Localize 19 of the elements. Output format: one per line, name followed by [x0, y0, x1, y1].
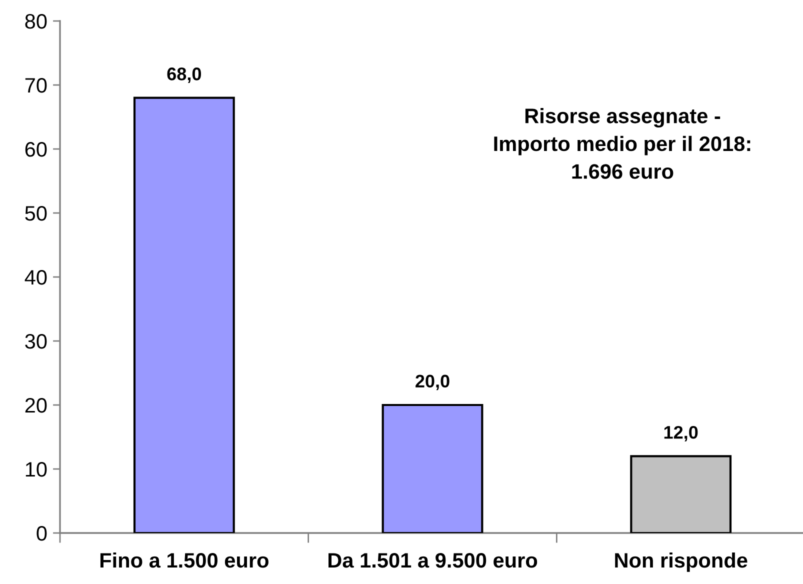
- y-tick-label: 10: [26, 462, 47, 477]
- x-tick-label: Non risponde: [615, 552, 748, 572]
- annotation: Risorse assegnate - Importo medio per il 2018: 1.696 euro: [494, 108, 750, 179]
- bar: [382, 404, 484, 533]
- x-tick-label: Fino a 1.500 euro: [100, 552, 268, 568]
- data-label: 68,0: [167, 68, 201, 83]
- y-tick-label: 70: [25, 78, 47, 93]
- y-tick-label: 20: [25, 398, 47, 413]
- y-tick-label: 60: [25, 142, 47, 157]
- bar: [630, 455, 732, 533]
- y-tick-label: 50: [25, 206, 47, 221]
- y-tick-label: 40: [24, 270, 47, 285]
- y-tick-label: 30: [25, 334, 47, 349]
- data-label: 12,0: [664, 426, 698, 442]
- data-label: 20,0: [416, 374, 450, 390]
- x-tick-label: Da 1.501 a 9.500 euro: [328, 552, 538, 568]
- y-tick-label: 80: [25, 14, 47, 29]
- bar: [133, 96, 235, 533]
- y-tick-label: 0: [36, 526, 47, 541]
